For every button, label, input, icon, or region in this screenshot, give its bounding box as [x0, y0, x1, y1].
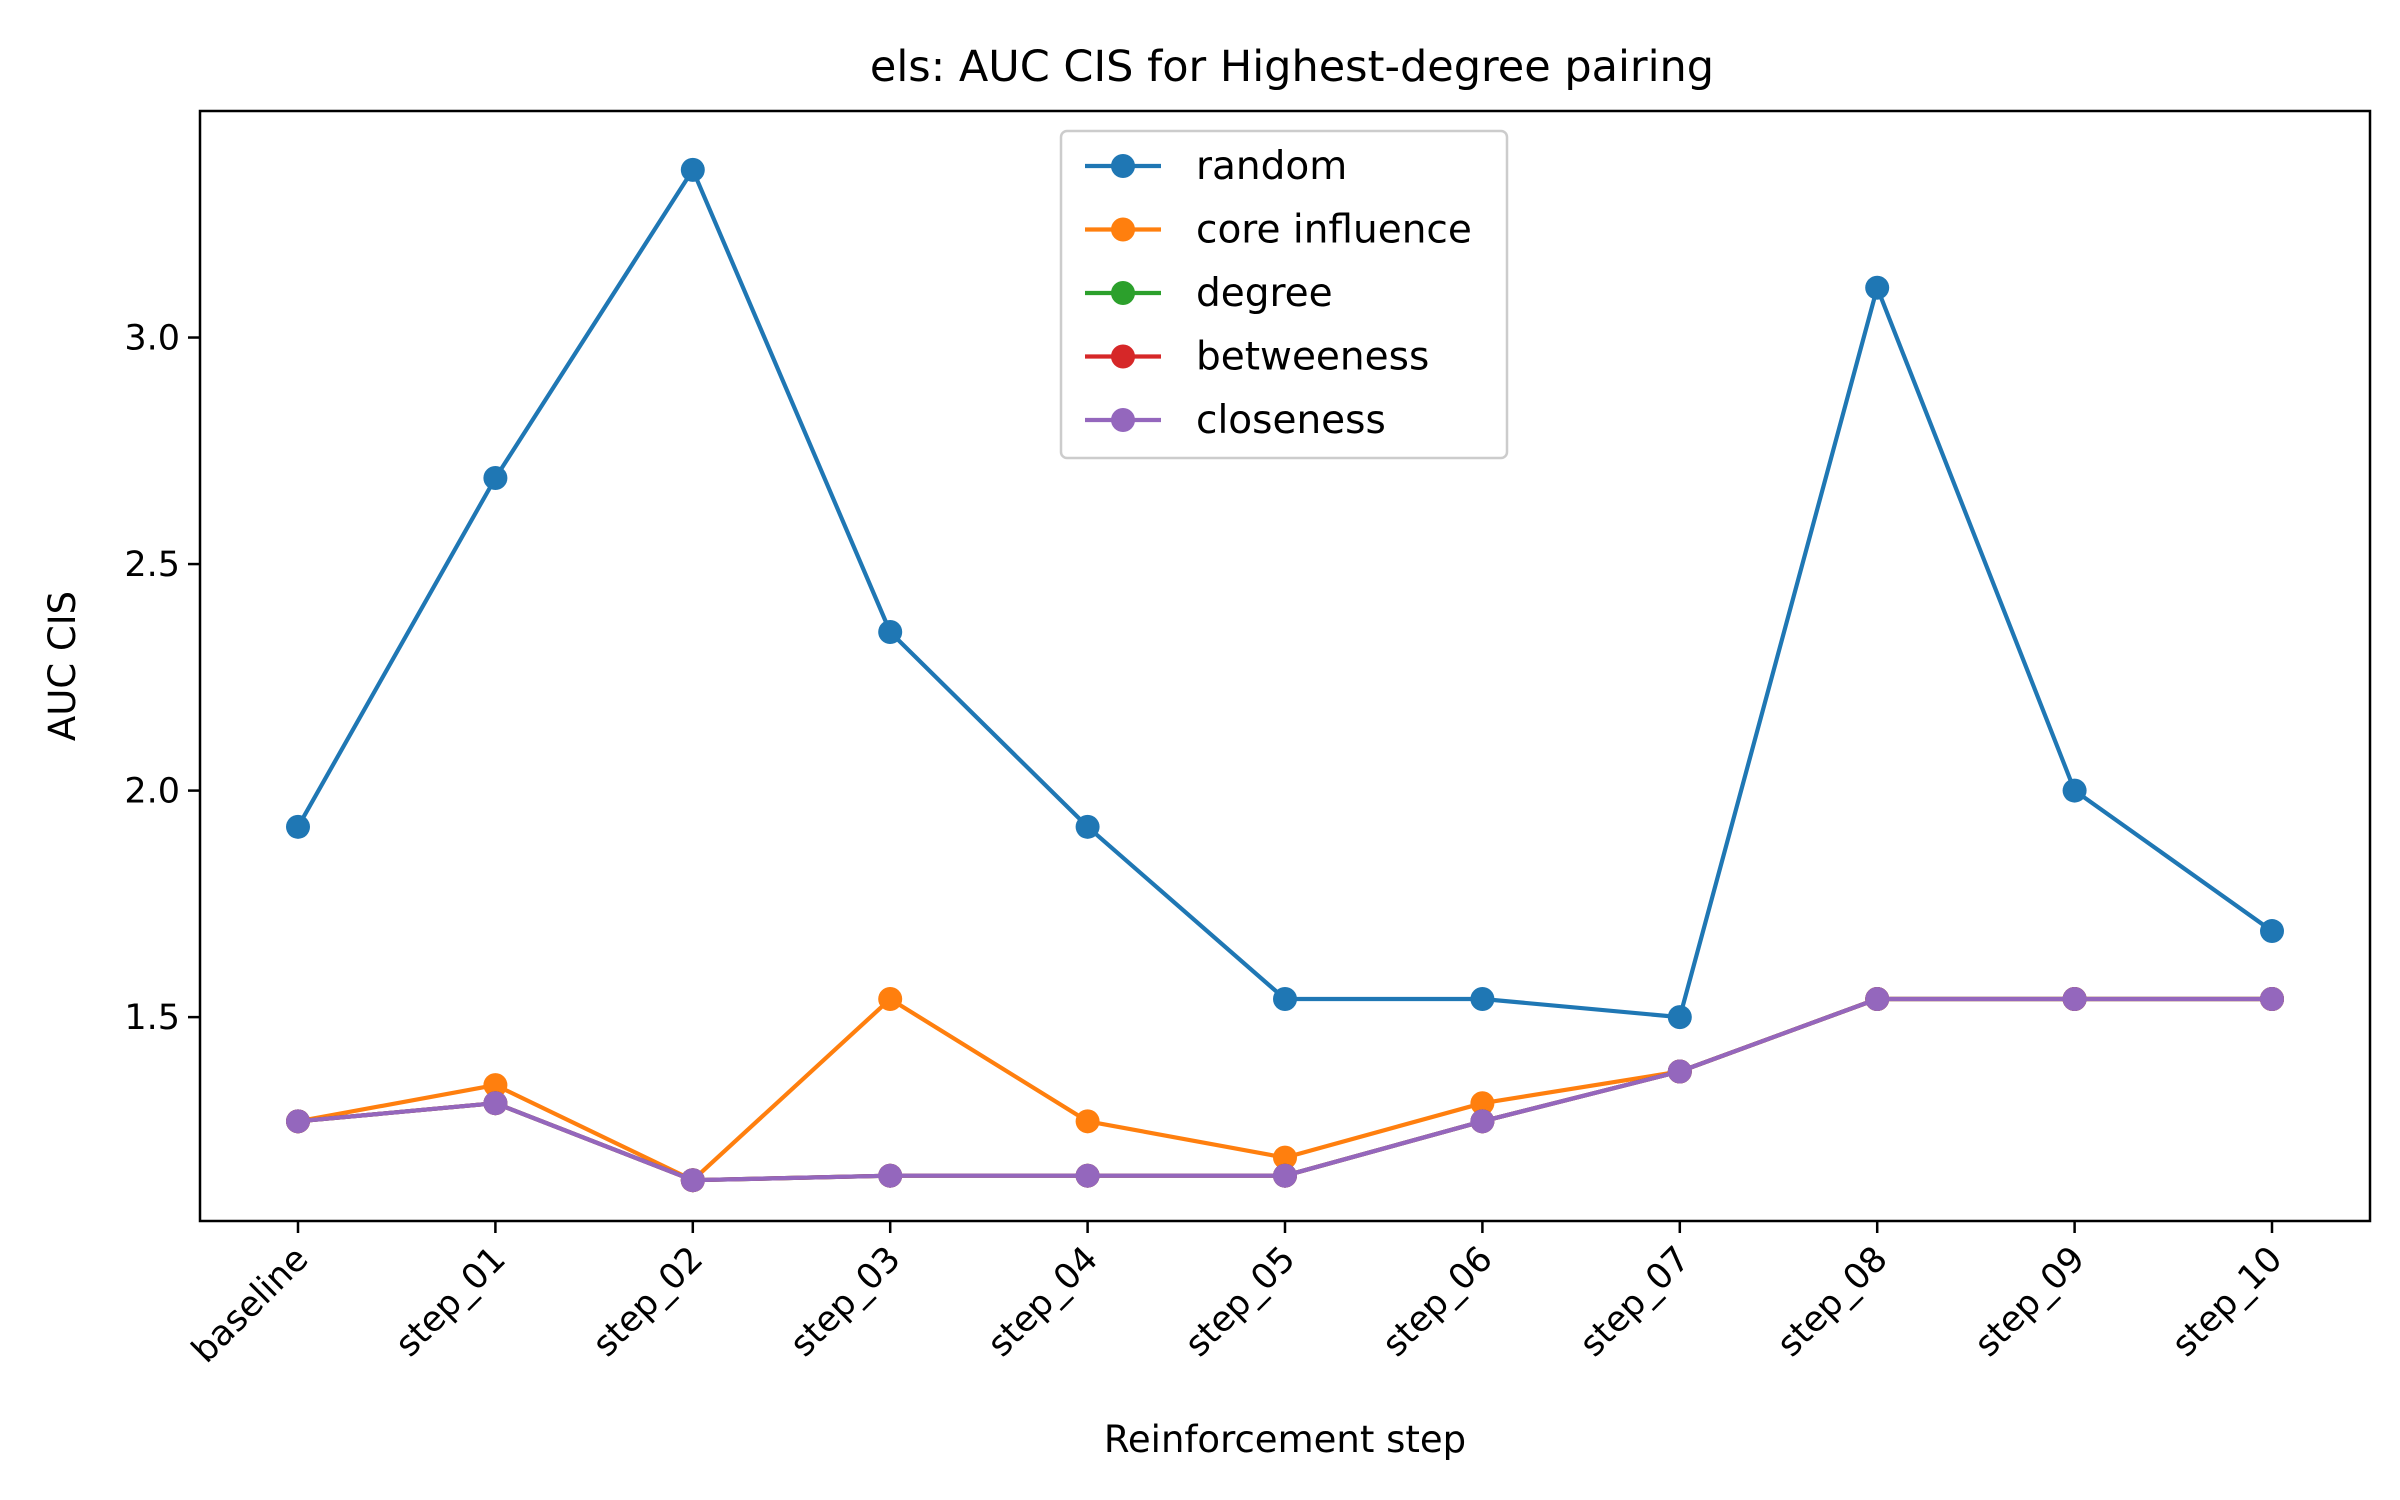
legend-swatch-marker: [1111, 154, 1135, 178]
axes-frame: [198, 109, 2372, 1223]
chart-title: els: AUC CIS for Highest-degree pairing: [870, 42, 1714, 92]
data-point-core-influence: [878, 987, 903, 1011]
legend: random core influence degree betweeness clos…: [1059, 129, 1509, 460]
legend-entry: betweeness: [1085, 335, 1429, 380]
legend-entry: core influence: [1085, 208, 1472, 253]
y-axis-label: AUC CIS: [41, 591, 84, 741]
series-random: [286, 157, 2284, 1030]
data-point-core-influence: [1273, 1145, 1297, 1170]
data-point-core-influence: [483, 1073, 508, 1098]
y-axis: 1.5 2.0 2.5 3.0: [124, 319, 200, 1038]
legend-swatch-marker: [1111, 344, 1135, 369]
data-point-random: [483, 465, 508, 490]
series-closeness: [286, 987, 2284, 1193]
data-point-closeness: [1470, 1109, 1495, 1134]
legend-label: core influence: [1196, 208, 1472, 253]
data-point-core-influence: [1075, 1109, 1100, 1134]
legend-label: random: [1196, 144, 1347, 189]
data-point-closeness: [483, 1091, 508, 1116]
data-point-random: [1470, 987, 1495, 1011]
y-tick-label: 2.5: [124, 545, 180, 585]
y-tick-label: 2.0: [124, 772, 180, 812]
y-tick-label: 1.5: [124, 998, 180, 1038]
x-axis-label: Reinforcement step: [1104, 1418, 1466, 1461]
series-layer: [286, 157, 2284, 1193]
data-point-random: [680, 157, 705, 182]
data-point-random: [878, 620, 903, 645]
legend-box: [1059, 129, 1509, 460]
legend-entry: closeness: [1085, 398, 1386, 443]
data-point-random: [2062, 778, 2087, 803]
data-point-closeness: [878, 1163, 903, 1188]
legend-entry: degree: [1085, 271, 1333, 316]
y-tick-label: 3.0: [124, 319, 180, 359]
data-point-closeness: [2062, 987, 2087, 1011]
data-point-random: [286, 814, 310, 839]
legend-swatch-marker: [1111, 408, 1135, 432]
data-point-random: [1075, 814, 1100, 839]
legend-entry: random: [1085, 144, 1347, 189]
data-point-closeness: [2260, 987, 2284, 1011]
legend-label: degree: [1196, 271, 1333, 316]
data-point-core-influence: [1470, 1091, 1495, 1116]
legend-swatch-marker: [1111, 281, 1135, 305]
data-point-random: [2260, 919, 2284, 944]
data-point-closeness: [1273, 1163, 1297, 1188]
data-point-closeness: [1865, 987, 1890, 1011]
data-point-closeness: [1667, 1059, 1692, 1084]
data-point-closeness: [680, 1168, 705, 1193]
data-point-random: [1865, 275, 1890, 300]
legend-label: betweeness: [1196, 335, 1429, 380]
data-point-random: [1667, 1005, 1692, 1030]
data-point-closeness: [286, 1109, 310, 1134]
data-point-closeness: [1075, 1163, 1100, 1188]
data-point-random: [1273, 987, 1297, 1011]
legend-swatch-marker: [1111, 217, 1135, 242]
legend-label: closeness: [1196, 398, 1386, 443]
